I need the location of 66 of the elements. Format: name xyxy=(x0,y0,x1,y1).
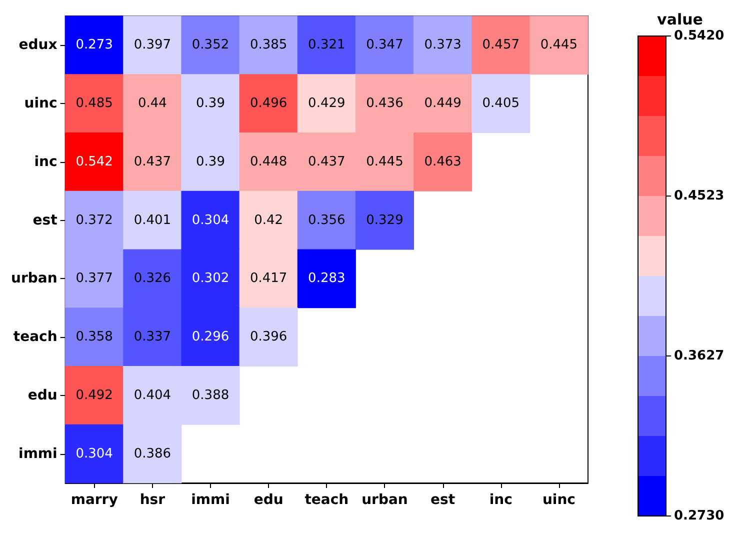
data-label: 0.485 xyxy=(76,96,113,112)
color-bar-label: 0.2730 xyxy=(674,508,724,524)
data-label: 0.449 xyxy=(424,96,462,112)
data-label: 0.39 xyxy=(196,96,225,112)
x-tick-label: teach xyxy=(304,492,349,508)
y-tick-label: uinc xyxy=(24,96,58,112)
data-label: 0.321 xyxy=(308,38,346,53)
color-bar-label: 0.4523 xyxy=(674,188,724,204)
data-label: 0.388 xyxy=(192,388,230,403)
data-label: 0.437 xyxy=(308,154,346,170)
data-label: 0.42 xyxy=(254,212,284,228)
y-tick-label: teach xyxy=(13,329,58,346)
x-tick-label: inc xyxy=(489,492,512,508)
data-label: 0.329 xyxy=(366,212,404,228)
data-label: 0.496 xyxy=(250,96,288,112)
data-label: 0.302 xyxy=(192,271,230,286)
data-label: 0.542 xyxy=(76,154,113,170)
data-label: 0.417 xyxy=(250,271,288,286)
y-tick-label: edu xyxy=(28,387,58,404)
data-label: 0.273 xyxy=(76,38,113,53)
data-label: 0.397 xyxy=(134,38,172,53)
data-label: 0.347 xyxy=(366,38,404,53)
data-label: 0.304 xyxy=(76,446,113,462)
x-tick-label: est xyxy=(430,492,456,508)
data-label: 0.377 xyxy=(76,271,113,286)
data-label: 0.386 xyxy=(134,446,172,462)
data-label: 0.296 xyxy=(192,330,230,345)
data-label: 0.44 xyxy=(138,96,167,112)
data-label: 0.401 xyxy=(134,212,172,228)
data-label: 0.437 xyxy=(134,154,172,170)
color-bar-label: 0.5420 xyxy=(674,28,724,44)
data-label: 0.372 xyxy=(76,212,113,228)
data-label: 0.396 xyxy=(250,330,288,345)
x-tick-label: urban xyxy=(362,492,408,508)
y-tick-label: immi xyxy=(18,446,58,462)
x-tick-label: uinc xyxy=(542,492,576,508)
x-tick-label: marry xyxy=(70,492,118,508)
data-label: 0.304 xyxy=(192,212,230,228)
x-tick-label: edu xyxy=(254,492,284,508)
data-label: 0.429 xyxy=(308,96,346,112)
data-label: 0.436 xyxy=(366,96,404,112)
data-label: 0.463 xyxy=(424,154,462,170)
data-label: 0.404 xyxy=(134,388,172,403)
data-label: 0.457 xyxy=(482,38,520,53)
y-tick-label: inc xyxy=(34,154,58,170)
data-label: 0.39 xyxy=(196,154,225,170)
data-label: 0.337 xyxy=(134,330,172,345)
y-tick-label: edux xyxy=(18,37,58,54)
y-tick-label: urban xyxy=(10,270,58,287)
y-tick-label: est xyxy=(32,212,58,228)
color-bar-title: value xyxy=(657,10,703,28)
data-label: 0.326 xyxy=(134,271,172,286)
data-label: 0.405 xyxy=(482,96,520,112)
data-label: 0.385 xyxy=(250,38,288,53)
data-label: 0.356 xyxy=(308,212,346,228)
data-label: 0.358 xyxy=(76,330,113,345)
data-label: 0.445 xyxy=(366,154,404,170)
color-bar-label: 0.3627 xyxy=(674,348,724,364)
data-label: 0.492 xyxy=(76,388,113,403)
data-label: 0.283 xyxy=(308,271,346,286)
data-label: 0.445 xyxy=(540,38,578,53)
data-label: 0.448 xyxy=(250,154,288,170)
x-tick-label: hsr xyxy=(140,492,166,508)
data-label: 0.352 xyxy=(192,38,230,53)
x-tick-label: immi xyxy=(191,492,230,508)
data-label: 0.373 xyxy=(424,38,462,53)
